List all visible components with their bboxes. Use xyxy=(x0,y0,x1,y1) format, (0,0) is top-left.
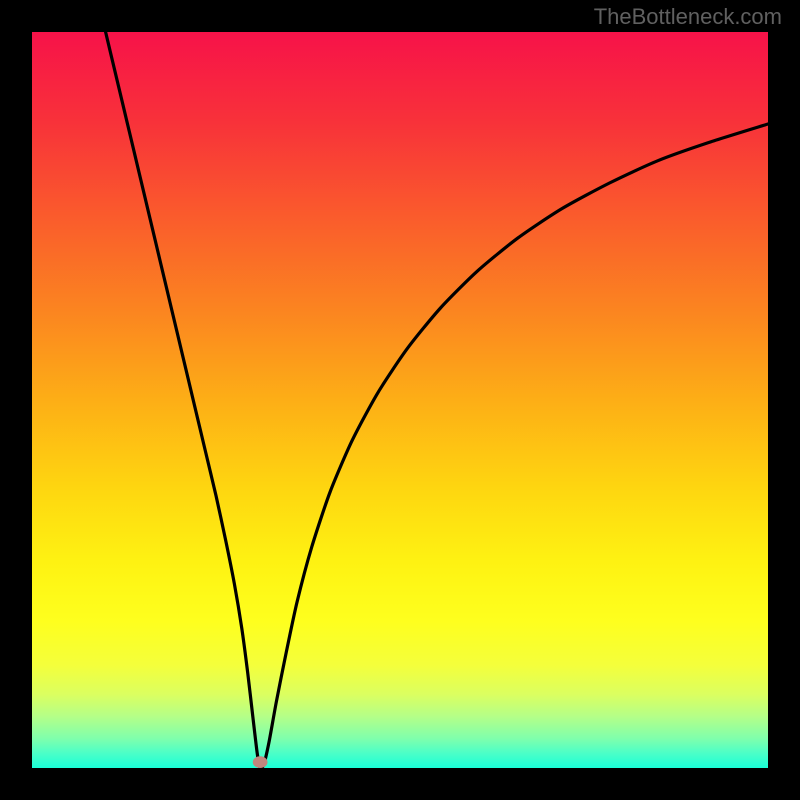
watermark-text: TheBottleneck.com xyxy=(594,4,782,30)
bottleneck-chart xyxy=(32,32,768,768)
optimal-marker xyxy=(253,756,268,768)
gradient-background xyxy=(32,32,768,768)
plot-area xyxy=(32,32,768,768)
